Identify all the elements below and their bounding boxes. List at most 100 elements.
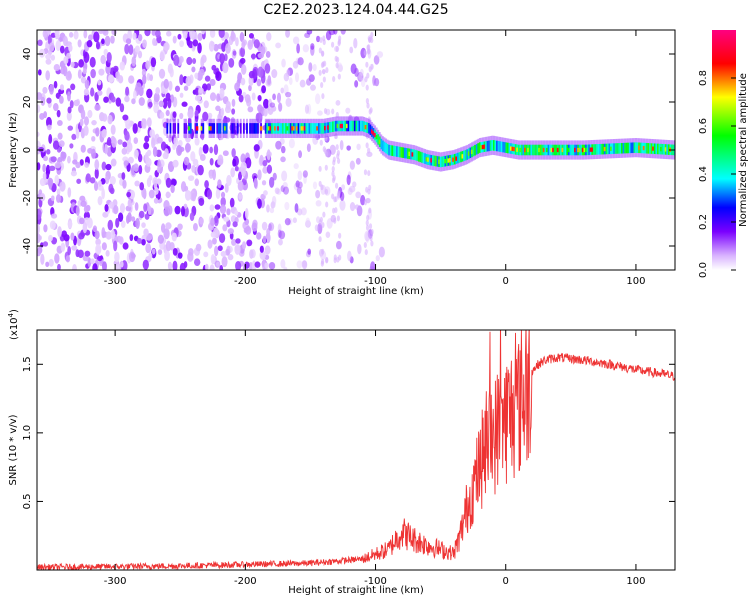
heatmap-noise-cell (364, 230, 370, 242)
heatmap-ridge-peak (642, 145, 646, 151)
heatmap-noise-cell (37, 232, 41, 244)
heatmap-noise-cell (194, 178, 200, 187)
heatmap-ridge-cell (496, 140, 498, 152)
heatmap-noise-cell (248, 84, 252, 92)
heatmap-ridge-peak (467, 151, 471, 156)
heatmap-ridge-cell (308, 123, 311, 134)
heatmap-noise-cell (217, 158, 224, 166)
heatmap-noise-cell (78, 59, 84, 68)
heatmap-noise-cell (220, 107, 225, 117)
heatmap-noise-cell (177, 252, 183, 259)
heatmap-noise-cell (183, 156, 190, 166)
heatmap-noise-cell (106, 137, 112, 146)
heatmap-noise-cell (285, 69, 291, 78)
heatmap-noise-cell (263, 190, 268, 196)
heatmap-noise-cell (335, 100, 341, 106)
heatmap-noise-cell (94, 168, 99, 179)
heatmap-ridge-peak (609, 146, 613, 151)
heatmap-ridge-peak (408, 151, 411, 156)
heatmap-ridge-cell (442, 156, 445, 167)
heatmap-noise-cell (43, 224, 48, 233)
heatmap-noise-cell (48, 258, 54, 267)
heatmap-noise-cell (285, 97, 292, 107)
heatmap-ridge-cell (466, 149, 469, 160)
heatmap-noise-cell (220, 191, 226, 198)
heatmap-noise-cell (83, 30, 88, 39)
heatmap-noise-cell (183, 203, 188, 209)
heatmap-ridge-cell (586, 144, 589, 156)
heatmap-noise-cell (54, 253, 60, 264)
heatmap-noise-cell (131, 216, 136, 222)
heatmap-ridge-cell (596, 144, 598, 155)
heatmap-noise-cell (306, 143, 311, 153)
heatmap-noise-cell (207, 112, 213, 119)
colorbar-label: Normalized spectral amplitude (738, 73, 749, 227)
heatmap-noise-cell (151, 137, 156, 149)
heatmap-noise-cell (256, 232, 262, 240)
heatmap-ridge-cell (369, 124, 372, 136)
heatmap-ridge-peak (259, 126, 263, 131)
heatmap-noise-cell (288, 138, 295, 149)
heatmap-ridge-cell (600, 143, 603, 155)
heatmap-noise-cell (97, 196, 103, 206)
heatmap-noise-cell (363, 169, 368, 176)
heatmap-noise-cell (257, 169, 262, 181)
heatmap-noise-cell (366, 214, 370, 221)
heatmap-noise-cell (179, 262, 186, 270)
heatmap-noise-cell (125, 38, 132, 45)
heatmap-ridge-cell (271, 123, 273, 134)
heatmap-noise-cell (219, 265, 224, 270)
heatmap-noise-cell (67, 245, 71, 256)
heatmap-ridge-cell (667, 144, 670, 155)
heatmap-noise-cell (365, 61, 369, 68)
heatmap-noise-cell (318, 69, 322, 76)
heatmap-noise-cell (43, 111, 48, 119)
heatmap-ridge-cell (580, 144, 583, 156)
heatmap-noise-cell (181, 101, 188, 107)
heatmap-noise-cell (69, 100, 74, 109)
heatmap-noise-cell (365, 186, 369, 193)
heatmap-noise-cell (333, 254, 337, 261)
heatmap-noise-cell (251, 222, 258, 232)
heatmap-noise-cell (86, 217, 93, 229)
heatmap-noise-cell (294, 72, 300, 83)
heatmap-noise-cell (42, 163, 46, 173)
heatmap-noise-cell (45, 53, 52, 60)
heatmap-noise-cell (134, 202, 139, 211)
heatmap-noise-cell (366, 102, 370, 109)
heatmap-noise-cell (298, 150, 303, 159)
heatmap-noise-cell (215, 188, 221, 199)
heatmap-noise-cell (47, 34, 52, 45)
heatmap-noise-cell (179, 112, 184, 120)
heatmap-noise-cell (322, 76, 326, 83)
heatmap-noise-cell (223, 216, 230, 222)
heatmap-ridge-cell (657, 143, 659, 155)
heatmap-noise-cell (271, 195, 277, 206)
heatmap-noise-cell (154, 186, 159, 195)
colorbar-tick-label: 0.4 (698, 166, 709, 182)
heatmap-noise-cell (84, 250, 91, 257)
heatmap-noise-cell (89, 177, 96, 184)
heatmap-noise-cell (52, 103, 59, 112)
heatmap-noise-cell (83, 116, 89, 126)
heatmap-noise-cell (152, 146, 158, 157)
heatmap-noise-cell (278, 230, 286, 240)
heatmap-noise-cell (53, 80, 58, 89)
heatmap-noise-cell (73, 30, 79, 40)
heatmap-noise-cell (150, 57, 157, 68)
heatmap-noise-cell (115, 217, 120, 228)
heatmap-ridge-peak (224, 126, 227, 131)
heatmap-noise-cell (94, 159, 100, 170)
heatmap-noise-cell (240, 64, 247, 75)
heatmap-noise-cell (195, 243, 202, 252)
heatmap-noise-cell (53, 64, 61, 72)
heatmap-noise-cell (90, 258, 95, 265)
heatmap-ridge-cell (522, 144, 525, 156)
heatmap-noise-cell (349, 202, 356, 212)
heatmap-ridge-cell (399, 146, 402, 158)
heatmap-noise-cell (79, 217, 85, 225)
colorbar-ticks: 0.0 0.2 0.4 0.6 0.8 (698, 70, 736, 278)
heatmap-noise-cell (157, 249, 163, 255)
heatmap-ridge-cell (433, 155, 436, 167)
heatmap-ridge-cell (330, 121, 333, 133)
